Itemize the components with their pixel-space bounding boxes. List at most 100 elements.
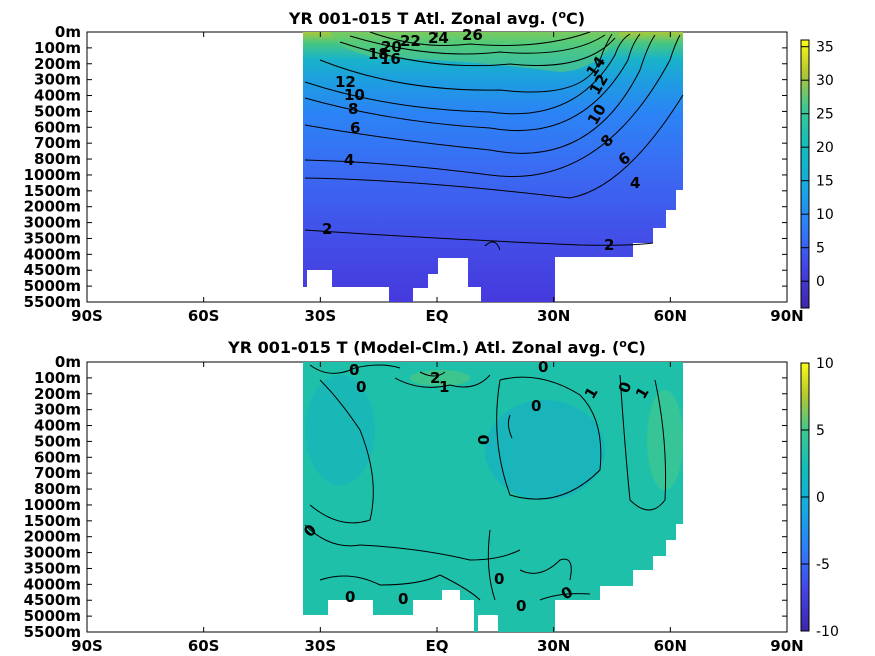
chart-top-title: YR 001-015 T Atl. Zonal avg. (oC)	[288, 8, 585, 28]
chart-bottom-contours	[304, 364, 667, 601]
contour-label: 26	[462, 26, 483, 44]
y-tick-label: 700m	[34, 464, 81, 482]
y-tick-label: 5000m	[24, 607, 81, 625]
y-tick-label: 600m	[34, 448, 81, 466]
x-tick-label: 30S	[304, 637, 336, 655]
contour-label: 4	[344, 151, 354, 169]
colorbar-tick-label: 25	[816, 107, 834, 123]
contour-label: 0	[345, 588, 355, 606]
colorbar-tick-label: 0	[816, 274, 825, 290]
contour-label: 2	[604, 236, 614, 254]
colorbar-tick-label: 5	[816, 241, 825, 257]
colorbar-tick-label: 30	[816, 73, 834, 89]
contour-label: 18	[368, 45, 389, 63]
y-tick-label: 3000m	[24, 214, 81, 232]
x-tick-label: 30N	[537, 307, 570, 325]
chart-bottom-x-ticks: 90S 60S 30S EQ 30N 60N 90N	[71, 362, 804, 655]
colorbar-tick-label: 35	[816, 40, 834, 56]
colorbar-tick-label: -5	[816, 557, 830, 573]
y-tick-label: 800m	[34, 480, 81, 498]
chart-top-colorbar-ticks: 35 30 25 20 15 10 5 0	[801, 40, 834, 290]
x-tick-label: 30N	[537, 637, 570, 655]
contour-label: 0	[516, 597, 526, 615]
contour-label: 24	[428, 29, 449, 47]
chart-bottom-title: YR 001-015 T (Model-Clm.) Atl. Zonal avg…	[227, 337, 646, 357]
y-tick-label: 1000m	[24, 166, 81, 184]
colorbar-tick-label: 10	[816, 356, 834, 372]
y-tick-label: 500m	[34, 432, 81, 450]
contour-label: 8	[348, 100, 358, 118]
x-tick-label: 60N	[654, 637, 687, 655]
y-tick-label: 5500m	[24, 293, 81, 311]
contour-label: 0	[538, 358, 548, 376]
y-tick-label: 1000m	[24, 496, 81, 514]
chart-top-x-ticks: 90S 60S 30S EQ 30N 60N 90N	[71, 32, 804, 325]
colorbar-tick-label: 5	[816, 423, 825, 439]
y-tick-label: 4000m	[24, 245, 81, 263]
y-tick-label: 3500m	[24, 559, 81, 577]
contour-label: 16	[380, 50, 401, 68]
colorbar-tick-label: 20	[816, 140, 834, 156]
colorbar-tick-label: -10	[816, 624, 839, 640]
contour-label: 0	[356, 378, 366, 396]
y-tick-label: 600m	[34, 118, 81, 136]
x-tick-label: 60S	[188, 637, 220, 655]
contour-label: 0	[475, 435, 493, 445]
x-tick-label: 90N	[770, 307, 803, 325]
y-tick-label: 500m	[34, 102, 81, 120]
contour-label: 1	[439, 378, 449, 396]
y-tick-label: 100m	[34, 369, 81, 387]
y-tick-label: 0m	[55, 23, 81, 41]
y-tick-label: 5000m	[24, 277, 81, 295]
contour-label: 10	[344, 86, 365, 104]
chart-bottom-colorbar-ticks: 10 5 0 -5 -10	[801, 356, 839, 640]
chart-top-field	[303, 32, 683, 302]
y-tick-label: 4000m	[24, 575, 81, 593]
x-tick-label: 60S	[188, 307, 220, 325]
colorbar-tick-label: 0	[816, 490, 825, 506]
y-tick-label: 3500m	[24, 229, 81, 247]
contour-label: 20	[381, 38, 402, 56]
contour-label: 4	[630, 174, 640, 192]
y-tick-label: 1500m	[24, 182, 81, 200]
x-tick-label: 90N	[770, 637, 803, 655]
contour-label: 0	[494, 570, 504, 588]
x-tick-label: 90S	[71, 637, 103, 655]
y-tick-label: 200m	[34, 385, 81, 403]
y-tick-label: 1500m	[24, 512, 81, 530]
contour-label: 2	[430, 369, 440, 387]
y-tick-label: 400m	[34, 417, 81, 435]
y-tick-label: 200m	[34, 55, 81, 73]
y-tick-label: 4500m	[24, 261, 81, 279]
y-tick-label: 3000m	[24, 544, 81, 562]
chart-top: YR 001-015 T Atl. Zonal avg. (oC) 26 24 …	[24, 8, 834, 325]
x-tick-label: 60N	[654, 307, 687, 325]
contour-label: 0	[398, 590, 408, 608]
y-tick-label: 100m	[34, 39, 81, 57]
y-tick-label: 300m	[34, 71, 81, 89]
y-tick-label: 700m	[34, 134, 81, 152]
contour-label: 2	[322, 220, 332, 238]
chart-top-contours	[304, 31, 684, 251]
y-tick-label: 300m	[34, 401, 81, 419]
chart-bottom: YR 001-015 T (Model-Clm.) Atl. Zonal avg…	[24, 337, 839, 655]
chart-top-y-ticks: 0m100m200m300m400m500m600m700m800m1000m1…	[24, 23, 787, 311]
chart-top-colorbar	[800, 39, 810, 309]
contour-label: 0	[349, 361, 359, 379]
chart-bottom-warm-region	[647, 390, 683, 490]
colorbar-tick-label: 15	[816, 174, 834, 190]
chart-bottom-cool-region	[485, 400, 605, 500]
x-tick-label: EQ	[426, 637, 449, 655]
contour-label: 22	[400, 32, 421, 50]
y-tick-label: 2000m	[24, 198, 81, 216]
chart-bottom-cool-region	[305, 375, 375, 485]
chart-bottom-y-ticks: 0m100m200m300m400m500m600m700m800m1000m1…	[24, 353, 787, 641]
y-tick-label: 5500m	[24, 623, 81, 641]
x-tick-label: 30S	[304, 307, 336, 325]
y-tick-label: 0m	[55, 353, 81, 371]
y-tick-label: 800m	[34, 150, 81, 168]
y-tick-label: 4500m	[24, 591, 81, 609]
x-tick-label: EQ	[426, 307, 449, 325]
x-tick-label: 90S	[71, 307, 103, 325]
